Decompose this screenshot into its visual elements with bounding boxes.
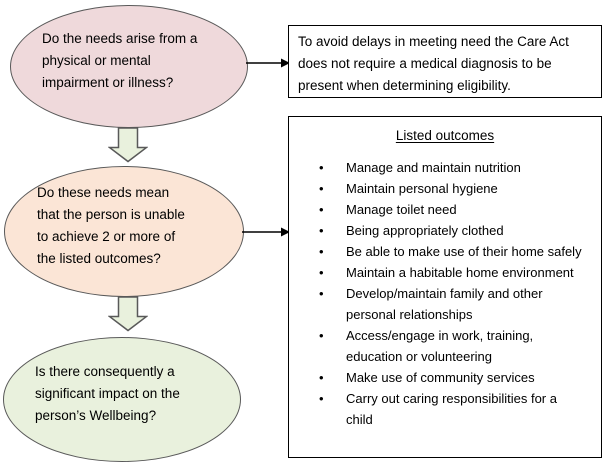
outcome-text: Make use of community services [346,370,535,385]
care-act-note-text: To avoid delays in meeting need the Care… [298,34,569,93]
bullet-icon: • [319,370,324,385]
bullet-icon: • [319,244,324,259]
listed-outcomes-box: Listed outcomes • Manage and maintain nu… [288,116,602,458]
node-wellbeing-question: Is there consequently a significant impa… [3,337,241,462]
bullet-icon: • [319,223,324,238]
outcome-item: • Manage toilet need [289,199,601,220]
bullet-icon: • [319,202,324,217]
down-arrow-shape [108,127,148,163]
outcome-text: Access/engage in work, training, educati… [346,328,534,364]
outcome-item: • Make use of community services [289,367,601,388]
listed-outcomes-title: Listed outcomes [395,128,495,143]
node-impairment-question: Do the needs arise from a physical or me… [10,5,248,128]
right-arrow-connector-note [246,58,290,68]
outcome-item: • Being appropriately clothed [289,220,601,241]
bullet-icon: • [319,391,324,406]
bullet-icon: • [319,286,324,301]
connector-arrowhead [281,227,290,237]
outcome-text: Carry out caring responsibilities for a … [346,391,557,427]
node-outcomes-question: Do these needs mean that the person is u… [4,166,244,297]
outcome-item: • Carry out caring responsibilities for … [289,388,601,430]
outcome-text: Maintain a habitable home environment [346,265,574,280]
outcome-item: • Maintain a habitable home environment [289,262,601,283]
node-impairment-question-text: Do the needs arise from a physical or me… [42,30,198,90]
outcome-text: Develop/maintain family and other person… [346,286,543,322]
bullet-icon: • [319,328,324,343]
outcome-text: Be able to make use of their home safely [346,244,582,259]
outcome-item: • Manage and maintain nutrition [289,157,601,178]
listed-outcomes-list: • Manage and maintain nutrition • Mainta… [289,157,601,430]
outcome-text: Being appropriately clothed [346,223,504,238]
outcome-item: • Develop/maintain family and other pers… [289,283,601,325]
outcome-item: • Maintain personal hygiene [289,178,601,199]
down-arrow-icon [108,296,148,332]
down-arrow-shape [108,296,148,332]
right-arrow-connector-outcomes [242,227,290,237]
node-wellbeing-question-text: Is there consequently a significant impa… [35,363,180,423]
outcome-text: Manage and maintain nutrition [346,160,521,175]
bullet-icon: • [319,265,324,280]
down-arrow-icon [108,127,148,163]
outcome-text: Manage toilet need [346,202,457,217]
bullet-icon: • [319,181,324,196]
connector-arrowhead [281,58,290,68]
outcome-item: • Access/engage in work, training, educa… [289,325,601,367]
care-act-note-box: To avoid delays in meeting need the Care… [288,25,602,98]
outcome-text: Maintain personal hygiene [346,181,498,196]
node-outcomes-question-text: Do these needs mean that the person is u… [37,184,185,266]
outcome-item: • Be able to make use of their home safe… [289,241,601,262]
bullet-icon: • [319,160,324,175]
